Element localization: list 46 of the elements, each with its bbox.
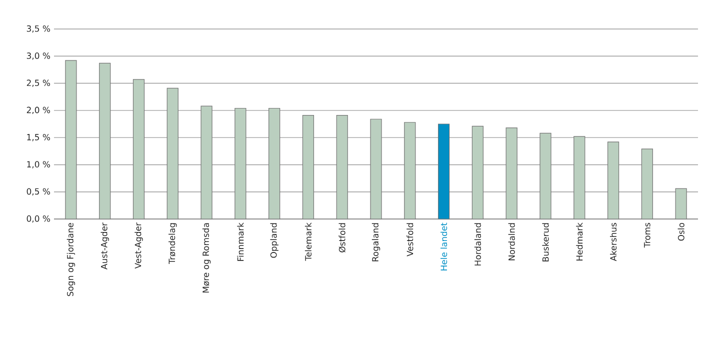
bar (438, 124, 450, 220)
x-tick-label: Buskerud (542, 223, 549, 262)
bar (641, 148, 653, 220)
bar (234, 108, 246, 220)
bar (132, 79, 145, 220)
x-tick-label: Vestfold (406, 223, 414, 256)
bar (540, 132, 552, 220)
bar (675, 188, 687, 220)
x-tick-label: Hele landet (440, 222, 448, 270)
bar (574, 136, 586, 220)
x-tick-label: Sogn og Fjordane (66, 222, 76, 296)
bar (607, 142, 620, 220)
y-tick-label: 1,5 % (27, 134, 50, 142)
x-tick-label: Trøndelag (168, 223, 177, 264)
x-tick-label: Aust-Agder (100, 222, 109, 270)
y-tick-label: 0,5 % (26, 188, 50, 196)
x-tick-label: Akershus (610, 222, 617, 262)
x-tick-label: Vest-Agder (134, 222, 143, 269)
x-tick-label: Møre og Romsda (202, 223, 211, 293)
bar (166, 88, 178, 220)
y-tick-label: 1,0 % (27, 161, 50, 168)
y-tick-label: 2,5 % (26, 80, 50, 87)
bar (302, 115, 314, 220)
bar (99, 62, 111, 220)
x-tick-label: Nordalnd (508, 223, 515, 260)
bar (472, 126, 484, 220)
x-tick-label: Oppland (270, 223, 278, 258)
x-tick-label: Telemark (304, 222, 312, 261)
x-tick-label: Hordaland (474, 223, 481, 266)
bar (268, 108, 280, 220)
x-tick-label: Hedmark (576, 222, 583, 260)
bar (506, 128, 518, 220)
bar (404, 122, 416, 220)
x-tick-label: Troms (644, 222, 650, 248)
y-tick-label: 3,5 % (26, 25, 50, 33)
x-tick-label: Oslo (678, 222, 684, 241)
x-tick-label: Finnmark (237, 222, 244, 261)
y-tick-label: 3,0 % (26, 52, 50, 60)
bar (200, 106, 212, 220)
y-tick-label: 0,0 % (26, 215, 50, 223)
x-tick-label: Rogaland (372, 223, 380, 262)
bar (336, 115, 348, 220)
y-tick-label: 2,0 % (26, 106, 50, 114)
bar (65, 60, 77, 220)
x-tick-label: Østfold (338, 223, 346, 252)
bar (370, 118, 382, 220)
